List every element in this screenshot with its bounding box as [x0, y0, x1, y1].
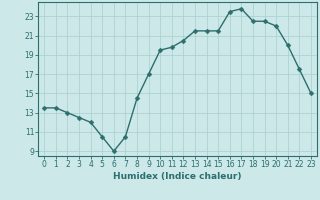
X-axis label: Humidex (Indice chaleur): Humidex (Indice chaleur) — [113, 172, 242, 181]
